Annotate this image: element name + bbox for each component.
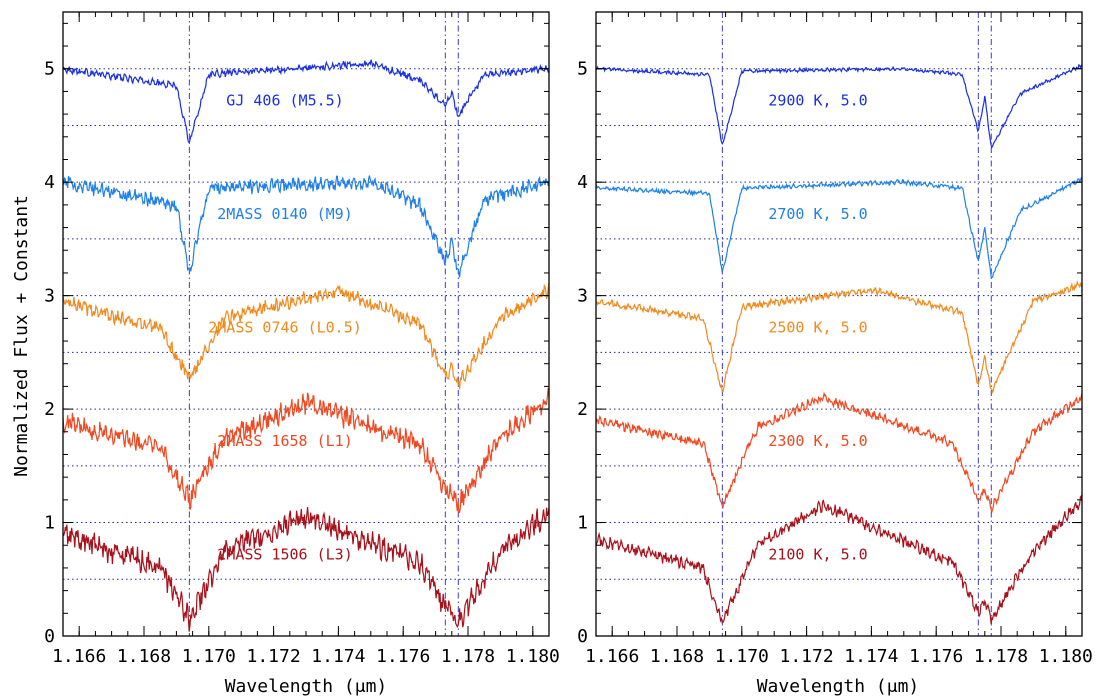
x-tick-label: 1.166 [52,646,106,667]
x-tick-label: 1.168 [650,646,704,667]
y-tick-label: 0 [44,626,55,647]
y-tick-label: 5 [577,59,588,80]
x-tick-label: 1.176 [376,646,430,667]
y-tick-label: 4 [44,172,55,193]
x-tick-label: 1.168 [117,646,171,667]
x-axis-title-right: Wavelength (μm) [757,676,920,697]
spectrum-label: 2100 K, 5.0 [768,545,867,563]
x-tick-label: 1.170 [715,646,769,667]
x-tick-label: 1.174 [311,646,365,667]
y-axis-title: Normalized Flux + Constant [11,195,32,477]
x-tick-label: 1.176 [909,646,963,667]
spectrum-line [62,59,550,144]
spectrum-label: 2500 K, 5.0 [768,318,867,336]
spectrum-line [595,63,1083,149]
spectrum-label: 2MASS 1658 (L1) [217,432,352,450]
y-tick-label: 2 [577,399,588,420]
spectrum-label: 2700 K, 5.0 [768,205,867,223]
y-tick-label: 5 [44,59,55,80]
y-tick-label: 3 [44,286,55,307]
y-tick-label: 1 [44,513,55,534]
y-tick-label: 3 [577,286,588,307]
left-panel: GJ 406 (M5.5) 2MASS 0140 (M9) 2MASS 0746 (… [44,11,560,667]
x-tick-label: 1.178 [974,646,1028,667]
spectrum-line [62,388,550,514]
spectrum-label: 2MASS 0746 (L0.5) [208,318,362,336]
spectrum-label: 2300 K, 5.0 [768,432,867,450]
x-tick-label: 1.178 [441,646,495,667]
x-tick-label: 1.170 [182,646,236,667]
x-axis-title-left: Wavelength (μm) [225,676,388,697]
y-tick-label: 1 [577,513,588,534]
spectrum-line [62,507,550,632]
spectrum-label: 2900 K, 5.0 [768,91,867,109]
x-tick-label: 1.166 [585,646,639,667]
spectrum-label: 2MASS 1506 (L3) [217,545,352,563]
spectrum-line [595,280,1083,394]
spectrum-line [595,494,1083,624]
y-tick-label: 2 [44,399,55,420]
spectrum-line [595,176,1083,278]
right-panel: 2900 K, 5.0 2700 K, 5.0 2500 K, 5.0 2300 K,… [577,11,1093,667]
x-tick-label: 1.180 [1039,646,1093,667]
spectrum-label: GJ 406 (M5.5) [226,91,343,109]
x-tick-label: 1.172 [780,646,834,667]
x-tick-label: 1.172 [247,646,301,667]
spectrum-line [62,282,550,390]
spectrum-line [595,391,1083,514]
x-tick-label: 1.180 [506,646,560,667]
y-tick-label: 4 [577,172,588,193]
spectrum-line [62,175,550,278]
x-tick-label: 1.174 [844,646,898,667]
spectrum-label: 2MASS 0140 (M9) [217,205,352,223]
y-tick-label: 0 [577,626,588,647]
